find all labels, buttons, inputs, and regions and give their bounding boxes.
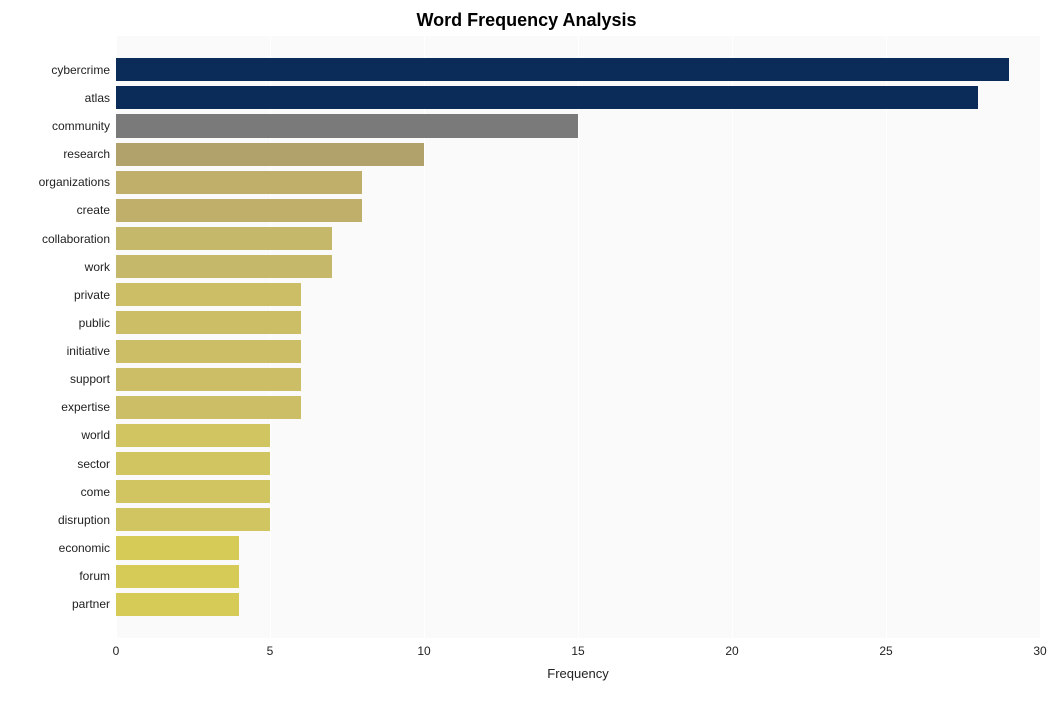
y-tick-label: create: [77, 204, 116, 216]
bar: [116, 593, 239, 616]
bar: [116, 114, 578, 137]
x-tick-label: 25: [879, 644, 892, 658]
bar: [116, 565, 239, 588]
bar-row: organizations: [116, 171, 1040, 194]
bar-row: partner: [116, 593, 1040, 616]
bar: [116, 452, 270, 475]
bar-row: community: [116, 114, 1040, 137]
y-tick-label: collaboration: [42, 233, 116, 245]
bar-row: expertise: [116, 396, 1040, 419]
bar-row: public: [116, 311, 1040, 334]
y-tick-label: forum: [79, 570, 116, 582]
bar: [116, 171, 362, 194]
y-tick-label: organizations: [39, 176, 116, 188]
bar-row: economic: [116, 536, 1040, 559]
y-tick-label: world: [81, 429, 116, 441]
y-tick-label: cybercrime: [51, 64, 116, 76]
bar: [116, 480, 270, 503]
bar: [116, 311, 301, 334]
x-axis-label: Frequency: [116, 666, 1040, 681]
bar-row: research: [116, 143, 1040, 166]
bar: [116, 227, 332, 250]
bar-row: atlas: [116, 86, 1040, 109]
bar: [116, 86, 978, 109]
x-tick-label: 20: [725, 644, 738, 658]
y-tick-label: disruption: [58, 514, 116, 526]
y-tick-label: public: [79, 317, 116, 329]
y-tick-label: research: [63, 148, 116, 160]
bar: [116, 424, 270, 447]
bar-row: initiative: [116, 340, 1040, 363]
y-tick-label: private: [74, 289, 116, 301]
x-tick-label: 5: [267, 644, 274, 658]
bar-row: work: [116, 255, 1040, 278]
x-tick-label: 30: [1033, 644, 1046, 658]
x-tick-label: 15: [571, 644, 584, 658]
x-tick-label: 0: [113, 644, 120, 658]
y-tick-label: sector: [77, 458, 116, 470]
bar: [116, 340, 301, 363]
chart-title: Word Frequency Analysis: [0, 10, 1053, 31]
y-tick-label: support: [70, 373, 116, 385]
bar-row: support: [116, 368, 1040, 391]
bar: [116, 368, 301, 391]
bar-row: collaboration: [116, 227, 1040, 250]
x-tick-label: 10: [417, 644, 430, 658]
bar: [116, 508, 270, 531]
chart-container: Word Frequency Analysis 0 5 10 15 20 25 30 cybe…: [0, 0, 1053, 701]
y-tick-label: partner: [72, 598, 116, 610]
y-tick-label: expertise: [61, 401, 116, 413]
bar-row: sector: [116, 452, 1040, 475]
y-tick-label: initiative: [67, 345, 116, 357]
y-tick-label: economic: [59, 542, 116, 554]
bar-row: cybercrime: [116, 58, 1040, 81]
grid-line: [1040, 36, 1041, 638]
bar-row: disruption: [116, 508, 1040, 531]
bar-row: forum: [116, 565, 1040, 588]
bar: [116, 396, 301, 419]
bar: [116, 199, 362, 222]
bar-row: come: [116, 480, 1040, 503]
bar: [116, 58, 1009, 81]
bar-row: world: [116, 424, 1040, 447]
bar: [116, 255, 332, 278]
y-tick-label: community: [52, 120, 116, 132]
y-tick-label: come: [81, 486, 116, 498]
plot-area: 051015202530cybercrimeatlascommunityrese…: [116, 36, 1040, 638]
bar-row: create: [116, 199, 1040, 222]
bar: [116, 143, 424, 166]
bar: [116, 283, 301, 306]
y-tick-label: work: [85, 261, 116, 273]
bar: [116, 536, 239, 559]
y-tick-label: atlas: [85, 92, 116, 104]
bar-row: private: [116, 283, 1040, 306]
